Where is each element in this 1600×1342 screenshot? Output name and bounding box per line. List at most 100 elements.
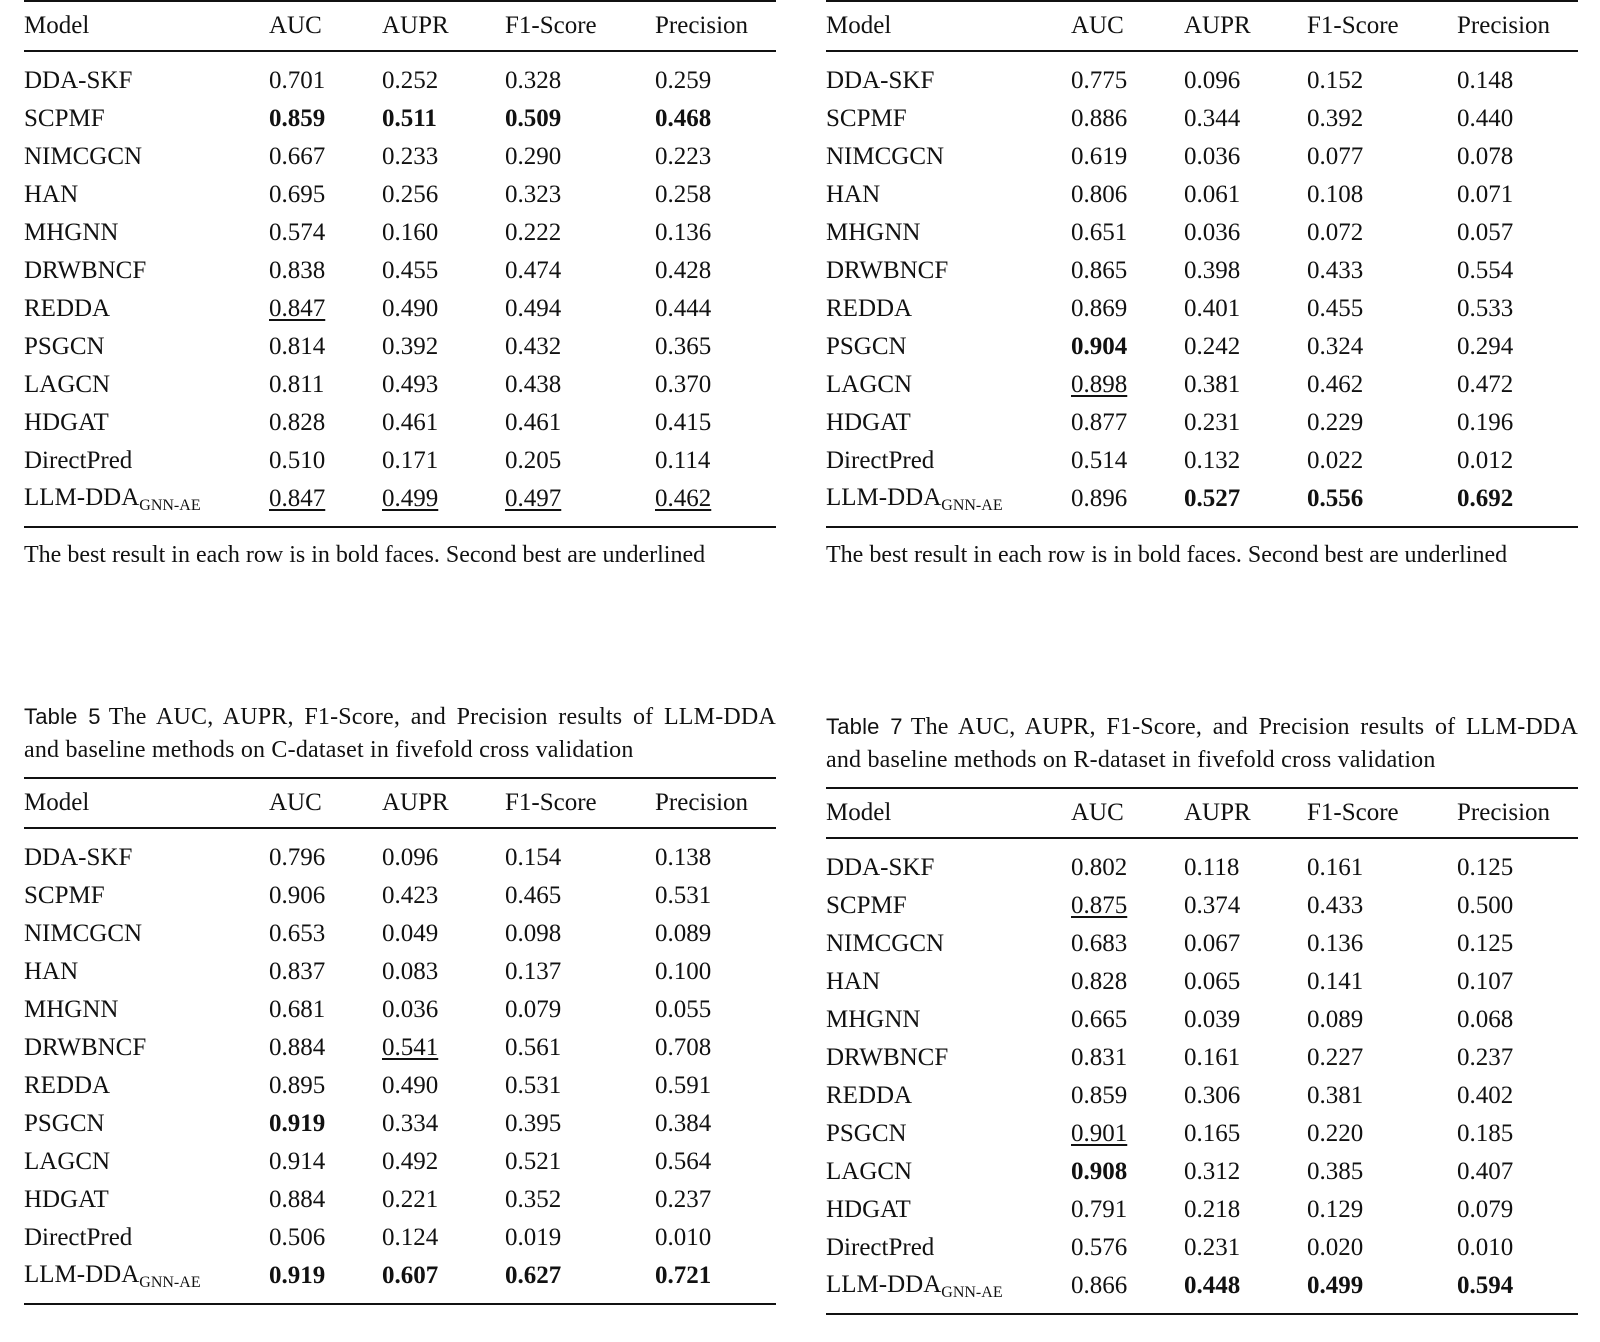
cell-value: 0.012 [1457, 447, 1514, 474]
cell-auc: 0.506 [269, 1219, 382, 1257]
cell-value: 0.877 [1071, 409, 1128, 436]
cell-value: 0.468 [655, 105, 712, 132]
cell-auc: 0.576 [1071, 1229, 1184, 1267]
cell-value: 0.401 [1184, 295, 1241, 322]
cell-value: 0.089 [1307, 1006, 1364, 1033]
header-model: Model [826, 799, 892, 826]
header-f1: F1-Score [505, 789, 597, 816]
cell-aupr: 0.490 [382, 1067, 505, 1105]
cell-aupr: 0.492 [382, 1143, 505, 1181]
cell-auc: 0.701 [269, 51, 382, 100]
cell-f1: 0.108 [1307, 176, 1457, 214]
cell-aupr: 0.306 [1184, 1077, 1307, 1115]
table-row: PSGCN 0.901 0.165 0.220 0.185 [826, 1115, 1578, 1153]
cell-value: 0.039 [1184, 1006, 1241, 1033]
cell-value: 0.036 [1184, 219, 1241, 246]
cell-auc: 0.837 [269, 953, 382, 991]
cell-value: 0.306 [1184, 1082, 1241, 1109]
model-name: HDGAT [24, 1186, 109, 1213]
cell-aupr: 0.160 [382, 214, 505, 252]
cell-value: 0.398 [1184, 257, 1241, 284]
table-row: SCPMF 0.886 0.344 0.392 0.440 [826, 100, 1578, 138]
cell-precision: 0.591 [655, 1067, 776, 1105]
table-header: Model AUC AUPR F1-Score Precision [24, 778, 776, 828]
cell-value: 0.415 [655, 409, 712, 436]
cell-value: 0.221 [382, 1186, 439, 1213]
cell-precision: 0.384 [655, 1105, 776, 1143]
cell-model: DDA-SKF [24, 51, 269, 100]
cell-value: 0.847 [269, 295, 326, 322]
cell-f1: 0.136 [1307, 925, 1457, 963]
model-name: DRWBNCF [24, 1034, 147, 1061]
cell-precision: 0.533 [1457, 290, 1578, 328]
cell-aupr: 0.256 [382, 176, 505, 214]
model-subscript: GNN-AE [139, 496, 201, 514]
table-row: HDGAT 0.828 0.461 0.461 0.415 [24, 404, 776, 442]
header-model: Model [826, 12, 892, 39]
model-name: DDA-SKF [826, 67, 935, 94]
cell-value: 0.049 [382, 920, 439, 947]
cell-model: MHGNN [24, 991, 269, 1029]
cell-value: 0.334 [382, 1110, 439, 1137]
cell-value: 0.884 [269, 1186, 326, 1213]
cell-value: 0.055 [655, 996, 712, 1023]
cell-value: 0.098 [505, 920, 562, 947]
cell-auc: 0.811 [269, 366, 382, 404]
table-row: LLM-DDAGNN-AE 0.847 0.499 0.497 0.462 [24, 480, 776, 527]
cell-model: LAGCN [826, 366, 1071, 404]
cell-model: MHGNN [24, 214, 269, 252]
cell-precision: 0.010 [655, 1219, 776, 1257]
cell-value: 0.438 [505, 371, 562, 398]
model-name: LAGCN [826, 371, 913, 398]
cell-value: 0.231 [1184, 409, 1241, 436]
cell-value: 0.161 [1307, 854, 1364, 881]
table-body: DDA-SKF 0.796 0.096 0.154 0.138 SCPMF 0.906 0.4… [24, 828, 776, 1304]
cell-value: 0.118 [1184, 854, 1240, 881]
cell-model: NIMCGCN [826, 138, 1071, 176]
table-row: NIMCGCN 0.667 0.233 0.290 0.223 [24, 138, 776, 176]
cell-value: 0.683 [1071, 930, 1128, 957]
header-aupr: AUPR [1184, 799, 1251, 826]
cell-value: 0.125 [1457, 854, 1514, 881]
cell-value: 0.499 [1307, 1272, 1364, 1299]
cell-value: 0.796 [269, 844, 326, 871]
cell-aupr: 0.392 [382, 328, 505, 366]
cell-model: PSGCN [24, 328, 269, 366]
table-body: DDA-SKF 0.775 0.096 0.152 0.148 SCPMF 0.886 0.3… [826, 51, 1578, 527]
cell-model: HAN [826, 963, 1071, 1001]
table-row: DirectPred 0.576 0.231 0.020 0.010 [826, 1229, 1578, 1267]
model-name: LLM-DDA [24, 483, 140, 511]
cell-f1: 0.129 [1307, 1191, 1457, 1229]
cell-precision: 0.148 [1457, 51, 1578, 100]
cell-value: 0.079 [1457, 1196, 1514, 1223]
cell-precision: 0.136 [655, 214, 776, 252]
cell-value: 0.242 [1184, 333, 1241, 360]
cell-precision: 0.370 [655, 366, 776, 404]
cell-auc: 0.865 [1071, 252, 1184, 290]
cell-value: 0.802 [1071, 854, 1128, 881]
cell-f1: 0.465 [505, 877, 655, 915]
cell-aupr: 0.381 [1184, 366, 1307, 404]
cell-value: 0.428 [655, 257, 712, 284]
cell-value: 0.651 [1071, 219, 1128, 246]
cell-f1: 0.152 [1307, 51, 1457, 100]
table-label: Table 7 [826, 714, 903, 739]
cell-precision: 0.564 [655, 1143, 776, 1181]
cell-model: NIMCGCN [24, 915, 269, 953]
cell-f1: 0.137 [505, 953, 655, 991]
cell-auc: 0.831 [1071, 1039, 1184, 1077]
cell-value: 0.499 [382, 485, 439, 512]
cell-precision: 0.500 [1457, 887, 1578, 925]
cell-f1: 0.438 [505, 366, 655, 404]
cell-value: 0.256 [382, 181, 439, 208]
cell-precision: 0.071 [1457, 176, 1578, 214]
cell-value: 0.896 [1071, 485, 1128, 512]
cell-value: 0.129 [1307, 1196, 1364, 1223]
table-row: SCPMF 0.906 0.423 0.465 0.531 [24, 877, 776, 915]
cell-auc: 0.574 [269, 214, 382, 252]
cell-f1: 0.432 [505, 328, 655, 366]
model-name: DRWBNCF [24, 257, 147, 284]
model-name: MHGNN [24, 996, 119, 1023]
cell-f1: 0.161 [1307, 838, 1457, 887]
cell-value: 0.904 [1071, 333, 1128, 360]
